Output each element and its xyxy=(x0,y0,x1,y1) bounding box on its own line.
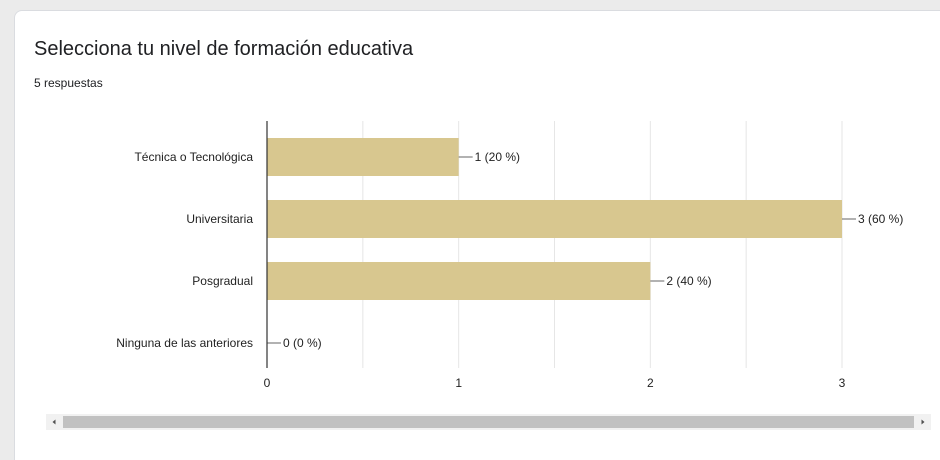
scroll-left-arrow-icon[interactable] xyxy=(46,414,62,430)
scroll-thumb[interactable] xyxy=(63,416,914,428)
data-label: 1 (20 %) xyxy=(475,150,520,164)
data-label: 3 (60 %) xyxy=(858,212,903,226)
x-tick-label: 3 xyxy=(839,376,846,390)
bar xyxy=(267,262,651,300)
category-label: Posgradual xyxy=(192,274,253,288)
category-label: Ninguna de las anteriores xyxy=(116,336,253,350)
category-label: Técnica o Tecnológica xyxy=(134,150,253,164)
data-label: 2 (40 %) xyxy=(666,274,711,288)
bar xyxy=(267,138,459,176)
chart-title: Selecciona tu nivel de formación educati… xyxy=(34,38,414,60)
x-tick-label: 2 xyxy=(647,376,654,390)
data-label: 0 (0 %) xyxy=(283,336,322,350)
response-count: 5 respuestas xyxy=(34,76,103,90)
category-label: Universitaria xyxy=(186,212,253,226)
x-tick-label: 1 xyxy=(455,376,462,390)
horizontal-scrollbar[interactable] xyxy=(46,414,931,430)
bar xyxy=(267,200,842,238)
x-tick-label: 0 xyxy=(264,376,271,390)
scroll-right-arrow-icon[interactable] xyxy=(915,414,931,430)
chart-card: Selecciona tu nivel de formación educati… xyxy=(14,10,940,460)
bar-chart: Técnica o Tecnológica 1 (20 %) Universitar… xyxy=(116,121,903,390)
